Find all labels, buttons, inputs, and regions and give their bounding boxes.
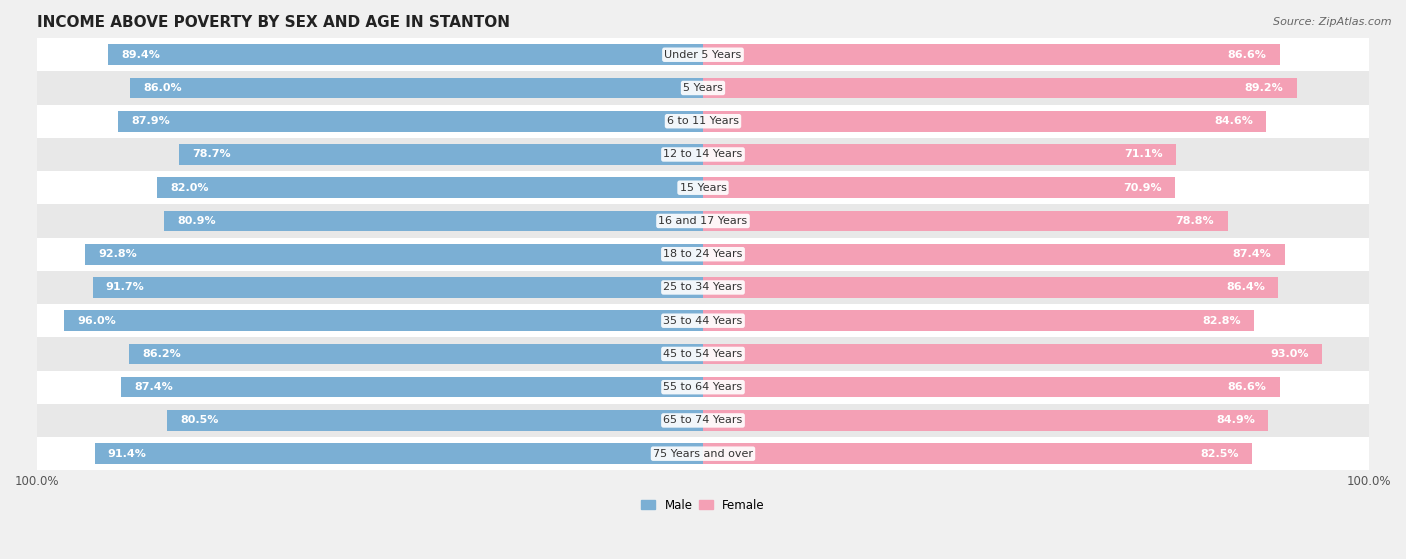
- Text: 78.8%: 78.8%: [1175, 216, 1215, 226]
- Text: 92.8%: 92.8%: [98, 249, 138, 259]
- Text: 80.9%: 80.9%: [177, 216, 217, 226]
- Text: 82.5%: 82.5%: [1201, 449, 1239, 459]
- Bar: [703, 78, 1296, 98]
- Text: 91.7%: 91.7%: [105, 282, 145, 292]
- Bar: [703, 44, 1279, 65]
- Bar: [118, 111, 703, 131]
- Text: 86.6%: 86.6%: [1227, 50, 1267, 60]
- Bar: [167, 410, 703, 431]
- Text: 75 Years and over: 75 Years and over: [652, 449, 754, 459]
- Text: 6 to 11 Years: 6 to 11 Years: [666, 116, 740, 126]
- Bar: [94, 443, 703, 464]
- Text: 25 to 34 Years: 25 to 34 Years: [664, 282, 742, 292]
- Bar: [108, 44, 703, 65]
- Bar: [37, 337, 1369, 371]
- Bar: [129, 344, 703, 364]
- Text: 18 to 24 Years: 18 to 24 Years: [664, 249, 742, 259]
- Bar: [93, 277, 703, 298]
- Text: 86.0%: 86.0%: [143, 83, 183, 93]
- Bar: [63, 310, 703, 331]
- Text: 12 to 14 Years: 12 to 14 Years: [664, 149, 742, 159]
- Text: 82.0%: 82.0%: [170, 183, 209, 193]
- Text: 89.2%: 89.2%: [1244, 83, 1284, 93]
- Text: Source: ZipAtlas.com: Source: ZipAtlas.com: [1274, 17, 1392, 27]
- Text: 86.2%: 86.2%: [142, 349, 181, 359]
- Text: 65 to 74 Years: 65 to 74 Years: [664, 415, 742, 425]
- Text: 87.4%: 87.4%: [1233, 249, 1271, 259]
- Text: 15 Years: 15 Years: [679, 183, 727, 193]
- Legend: Male, Female: Male, Female: [637, 494, 769, 517]
- Bar: [165, 211, 703, 231]
- Bar: [37, 205, 1369, 238]
- Bar: [703, 443, 1253, 464]
- Text: 86.4%: 86.4%: [1226, 282, 1265, 292]
- Bar: [703, 344, 1322, 364]
- Text: Under 5 Years: Under 5 Years: [665, 50, 741, 60]
- Bar: [703, 277, 1278, 298]
- Bar: [37, 238, 1369, 271]
- Bar: [703, 244, 1285, 264]
- Bar: [37, 271, 1369, 304]
- Text: 82.8%: 82.8%: [1202, 316, 1241, 326]
- Bar: [37, 72, 1369, 105]
- Bar: [37, 171, 1369, 205]
- Text: 96.0%: 96.0%: [77, 316, 115, 326]
- Bar: [86, 244, 703, 264]
- Text: 70.9%: 70.9%: [1123, 183, 1161, 193]
- Bar: [703, 377, 1279, 397]
- Bar: [179, 144, 703, 165]
- Bar: [37, 38, 1369, 72]
- Bar: [703, 211, 1227, 231]
- Text: 86.6%: 86.6%: [1227, 382, 1267, 392]
- Text: 87.9%: 87.9%: [131, 116, 170, 126]
- Text: 87.4%: 87.4%: [135, 382, 173, 392]
- Bar: [37, 371, 1369, 404]
- Text: 93.0%: 93.0%: [1271, 349, 1309, 359]
- Text: INCOME ABOVE POVERTY BY SEX AND AGE IN STANTON: INCOME ABOVE POVERTY BY SEX AND AGE IN S…: [37, 15, 510, 30]
- Text: 5 Years: 5 Years: [683, 83, 723, 93]
- Text: 16 and 17 Years: 16 and 17 Years: [658, 216, 748, 226]
- Bar: [37, 105, 1369, 138]
- Text: 78.7%: 78.7%: [193, 149, 231, 159]
- Bar: [703, 144, 1177, 165]
- Bar: [703, 177, 1175, 198]
- Text: 84.6%: 84.6%: [1213, 116, 1253, 126]
- Text: 84.9%: 84.9%: [1216, 415, 1256, 425]
- Text: 45 to 54 Years: 45 to 54 Years: [664, 349, 742, 359]
- Bar: [703, 111, 1267, 131]
- Bar: [37, 437, 1369, 470]
- Text: 91.4%: 91.4%: [108, 449, 146, 459]
- Text: 35 to 44 Years: 35 to 44 Years: [664, 316, 742, 326]
- Bar: [121, 377, 703, 397]
- Bar: [157, 177, 703, 198]
- Text: 55 to 64 Years: 55 to 64 Years: [664, 382, 742, 392]
- Bar: [703, 310, 1254, 331]
- Bar: [37, 304, 1369, 337]
- Text: 89.4%: 89.4%: [121, 50, 160, 60]
- Text: 71.1%: 71.1%: [1125, 149, 1163, 159]
- Text: 80.5%: 80.5%: [180, 415, 219, 425]
- Bar: [37, 404, 1369, 437]
- Bar: [703, 410, 1268, 431]
- Bar: [37, 138, 1369, 171]
- Bar: [131, 78, 703, 98]
